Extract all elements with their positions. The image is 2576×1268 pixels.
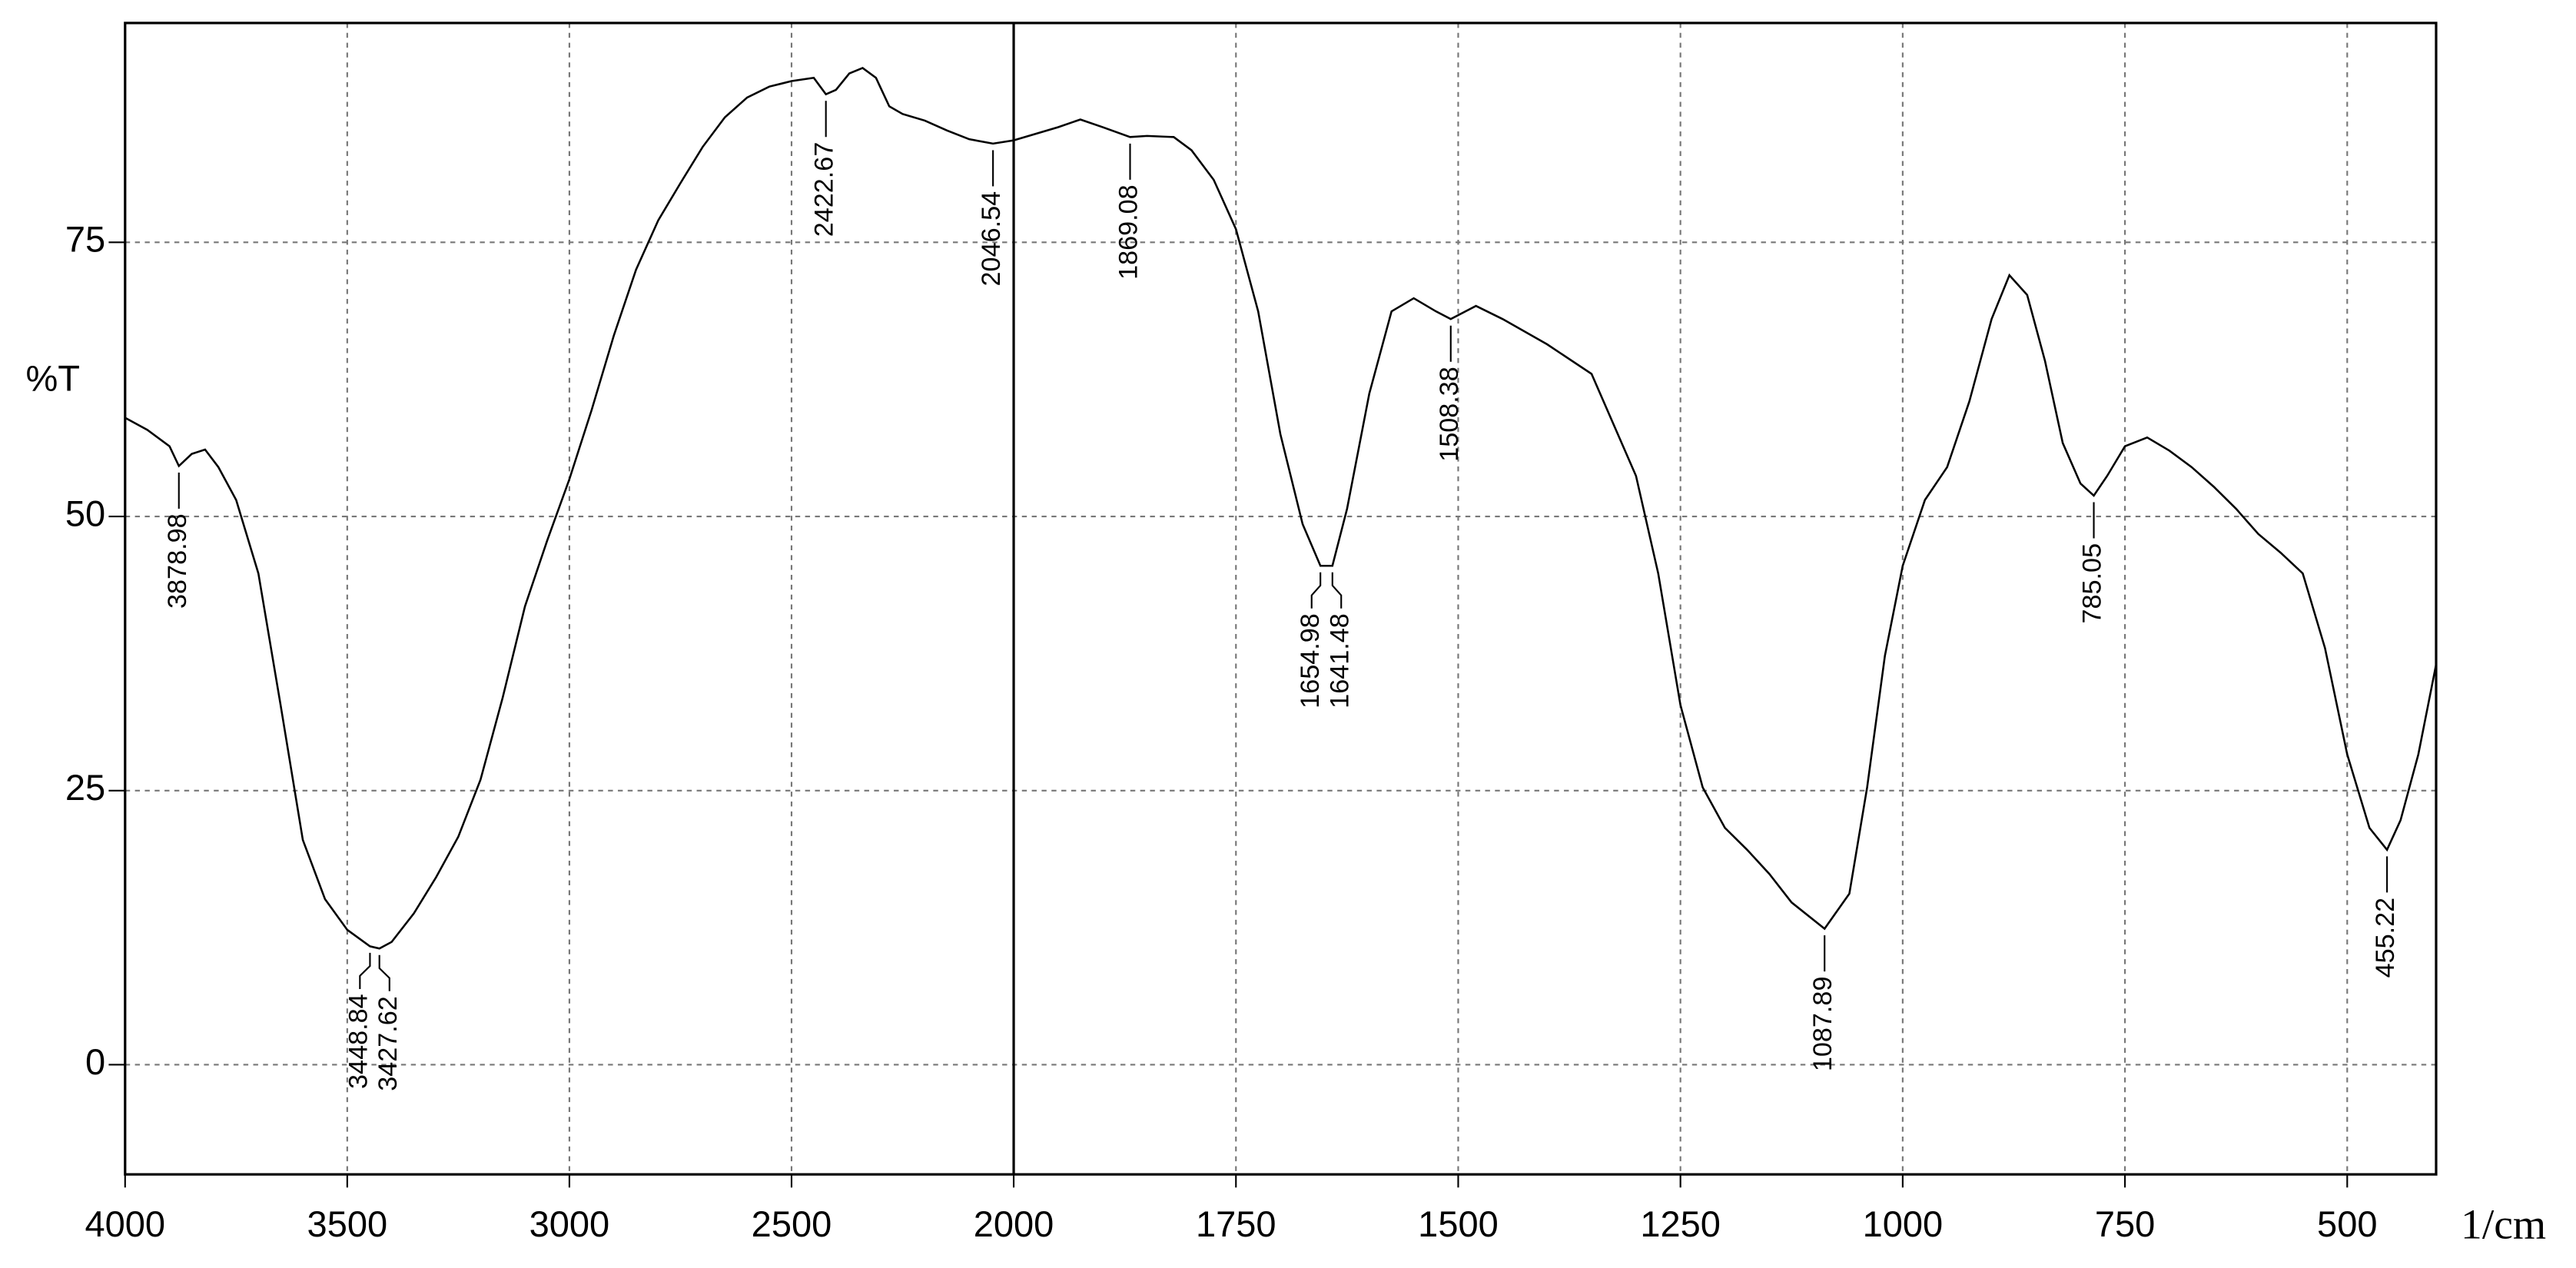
y-tick-label: 0: [85, 1041, 105, 1082]
peak-label: 1869.08: [1114, 184, 1144, 280]
peak-label: 3448.84: [344, 994, 373, 1089]
peak-label: 455.22: [2371, 898, 2400, 978]
spectrum-line: [124, 66, 2438, 950]
x-axis-label: 1/cm: [2461, 1200, 2546, 1248]
x-tick-label: 500: [2317, 1203, 2377, 1244]
peak-label: 2422.67: [810, 142, 839, 237]
x-tick-label: 2500: [752, 1203, 832, 1244]
x-tick-label: 1500: [1418, 1203, 1499, 1244]
x-tick-label: 750: [2095, 1203, 2155, 1244]
x-tick-label: 1000: [1863, 1203, 1944, 1244]
x-tick-label: 3000: [529, 1203, 610, 1244]
peak-leader: [378, 954, 390, 991]
peak-leader: [1310, 572, 1322, 609]
y-tick-label: 25: [65, 767, 105, 808]
peak-label: 1654.98: [1296, 613, 1325, 709]
x-tick-label: 1250: [1640, 1203, 1721, 1244]
y-tick-label: 75: [65, 219, 105, 260]
peak-label: 1508.38: [1435, 367, 1464, 462]
peak-leader: [359, 952, 371, 989]
peak-label: 785.05: [2078, 543, 2107, 624]
peak-label: 3878.98: [163, 513, 192, 609]
peak-label: 1641.48: [1325, 613, 1354, 709]
y-tick-label: 50: [65, 493, 105, 533]
peak-leader: [1331, 572, 1343, 609]
peak-label: 3427.62: [373, 996, 403, 1091]
x-tick-label: 3500: [307, 1203, 388, 1244]
x-tick-label: 1750: [1196, 1203, 1276, 1244]
y-axis-label: %T: [25, 357, 80, 398]
peak-label: 1087.89: [1808, 977, 1837, 1072]
plot-frame: [124, 22, 2438, 1176]
x-tick-label: 4000: [85, 1203, 165, 1244]
x-tick-label: 2000: [974, 1203, 1054, 1244]
peak-label: 2046.54: [977, 191, 1006, 287]
